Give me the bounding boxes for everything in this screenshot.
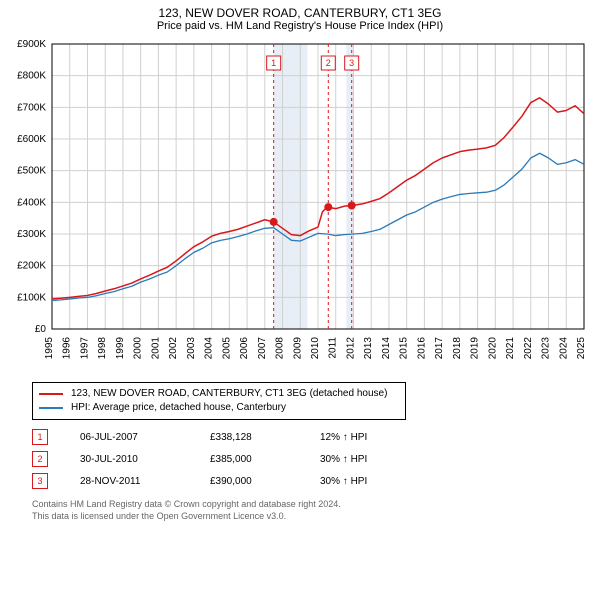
svg-text:1998: 1998: [97, 337, 108, 360]
svg-text:2007: 2007: [257, 337, 268, 360]
legend-swatch: [39, 393, 63, 395]
svg-text:1999: 1999: [115, 337, 126, 360]
footer-line-2: This data is licensed under the Open Gov…: [32, 510, 568, 522]
marker-badge: 3: [32, 473, 48, 489]
svg-text:£500K: £500K: [17, 166, 46, 177]
table-row: 2 30-JUL-2010£385,00030% ↑ HPI: [32, 448, 600, 470]
svg-text:1: 1: [271, 58, 276, 68]
cell-pct: 30% ↑ HPI: [320, 454, 410, 465]
svg-text:2004: 2004: [204, 337, 215, 360]
svg-text:2008: 2008: [275, 337, 286, 360]
cell-price: £385,000: [210, 454, 320, 465]
footer-line-1: Contains HM Land Registry data © Crown c…: [32, 498, 568, 510]
table-row: 1 06-JUL-2007£338,12812% ↑ HPI: [32, 426, 600, 448]
legend-swatch: [39, 407, 63, 409]
svg-text:2001: 2001: [150, 337, 161, 360]
svg-text:2000: 2000: [133, 337, 144, 360]
svg-text:2016: 2016: [416, 337, 427, 360]
svg-text:2: 2: [326, 58, 331, 68]
svg-text:2005: 2005: [221, 337, 232, 360]
svg-text:2021: 2021: [505, 337, 516, 360]
cell-date: 28-NOV-2011: [80, 476, 210, 487]
footer-attribution: Contains HM Land Registry data © Crown c…: [32, 498, 568, 522]
table-row: 3 28-NOV-2011£390,00030% ↑ HPI: [32, 470, 600, 492]
svg-text:3: 3: [349, 58, 354, 68]
svg-text:£300K: £300K: [17, 229, 46, 240]
page-title: 123, NEW DOVER ROAD, CANTERBURY, CT1 3EG: [0, 0, 600, 20]
svg-text:2009: 2009: [292, 337, 303, 360]
cell-pct: 12% ↑ HPI: [320, 432, 410, 443]
svg-text:£100K: £100K: [17, 292, 46, 303]
svg-text:2011: 2011: [328, 337, 339, 359]
page-subtitle: Price paid vs. HM Land Registry's House …: [0, 20, 600, 36]
svg-text:1995: 1995: [44, 337, 55, 360]
svg-text:2006: 2006: [239, 337, 250, 360]
svg-text:2010: 2010: [310, 337, 321, 360]
cell-price: £390,000: [210, 476, 320, 487]
svg-text:2022: 2022: [523, 337, 534, 360]
svg-text:2012: 2012: [345, 337, 356, 360]
legend-item: 123, NEW DOVER ROAD, CANTERBURY, CT1 3EG…: [39, 387, 399, 401]
svg-text:£0: £0: [35, 324, 47, 335]
cell-pct: 30% ↑ HPI: [320, 476, 410, 487]
svg-text:2020: 2020: [487, 337, 498, 360]
svg-text:£800K: £800K: [17, 71, 46, 82]
svg-text:2024: 2024: [558, 337, 569, 360]
svg-text:2018: 2018: [452, 337, 463, 360]
svg-text:£400K: £400K: [17, 197, 46, 208]
legend-label: 123, NEW DOVER ROAD, CANTERBURY, CT1 3EG…: [71, 387, 387, 401]
svg-text:£200K: £200K: [17, 261, 46, 272]
svg-text:2019: 2019: [470, 337, 481, 360]
svg-text:£600K: £600K: [17, 134, 46, 145]
svg-text:2025: 2025: [576, 337, 587, 360]
svg-text:2015: 2015: [399, 337, 410, 360]
svg-text:2014: 2014: [381, 337, 392, 360]
cell-price: £338,128: [210, 432, 320, 443]
marker-badge: 1: [32, 429, 48, 445]
price-chart: £0 £100K £200K £300K £400K £500K £600K £700K £80…: [0, 36, 600, 376]
cell-date: 06-JUL-2007: [80, 432, 210, 443]
svg-text:2017: 2017: [434, 337, 445, 360]
svg-text:£700K: £700K: [17, 102, 46, 113]
svg-text:£900K: £900K: [17, 39, 46, 50]
legend-label: HPI: Average price, detached house, Cant…: [71, 401, 286, 415]
legend-item: HPI: Average price, detached house, Cant…: [39, 401, 399, 415]
marker-badge: 2: [32, 451, 48, 467]
svg-text:2002: 2002: [168, 337, 179, 360]
svg-text:2003: 2003: [186, 337, 197, 360]
transactions-table: 1 06-JUL-2007£338,12812% ↑ HPI 2 30-JUL-201…: [32, 426, 600, 492]
svg-text:1996: 1996: [62, 337, 73, 360]
svg-text:2013: 2013: [363, 337, 374, 360]
svg-text:1997: 1997: [79, 337, 90, 360]
cell-date: 30-JUL-2010: [80, 454, 210, 465]
svg-text:2023: 2023: [541, 337, 552, 360]
legend: 123, NEW DOVER ROAD, CANTERBURY, CT1 3EG…: [32, 382, 406, 420]
